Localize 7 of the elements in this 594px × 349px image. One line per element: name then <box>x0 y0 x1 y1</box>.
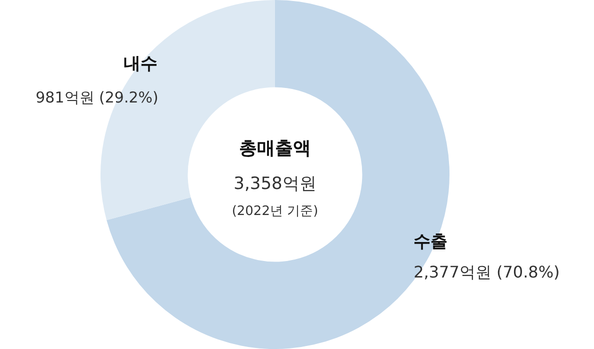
text: 3,358억원 <box>234 174 316 194</box>
data-label: 2,377억원 (70.8%) <box>414 262 560 282</box>
text: (2022년 기준) <box>232 204 318 219</box>
text: 총매출액 <box>239 138 311 160</box>
slice-label: 내수 <box>123 54 158 74</box>
data-label: 981억원 (29.2%) <box>36 88 158 106</box>
slice-label: 수출 <box>414 232 448 252</box>
